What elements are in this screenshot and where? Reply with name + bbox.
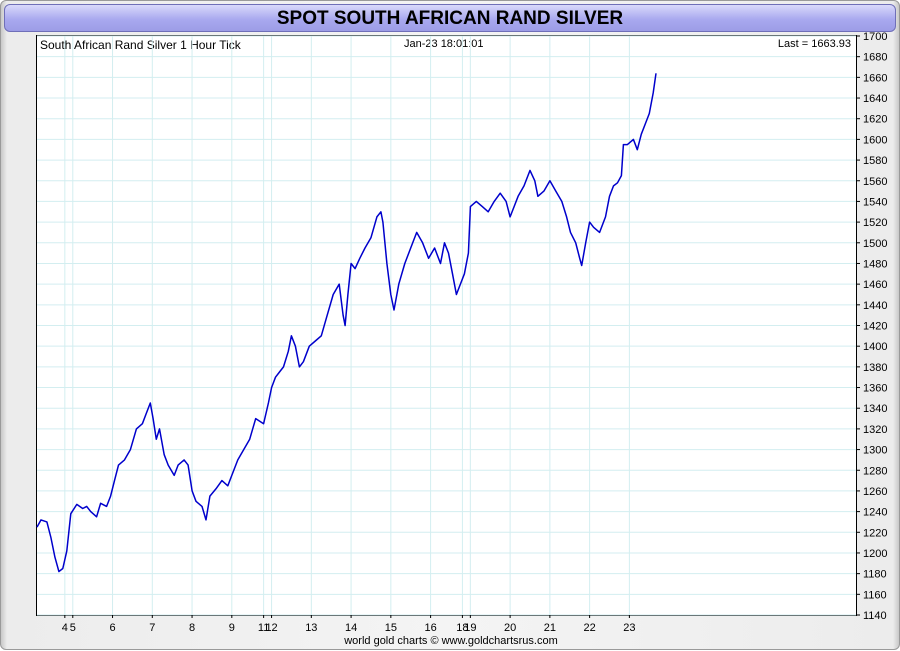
y-tick-label: 1680 <box>863 52 887 64</box>
x-tick-label: 22 <box>584 622 596 634</box>
gridlines <box>37 35 856 616</box>
y-tick-label: 1220 <box>863 527 887 539</box>
y-tick-label: 1240 <box>863 507 887 519</box>
x-tick-label: 21 <box>544 622 556 634</box>
y-tick-label: 1560 <box>863 176 887 188</box>
y-tick-label: 1520 <box>863 217 887 229</box>
y-tick-label: 1460 <box>863 279 887 291</box>
x-tick-label: 9 <box>229 622 235 634</box>
chart-title: SPOT SOUTH AFRICAN RAND SILVER <box>4 4 896 32</box>
footer-credit: world gold charts © www.goldchartsrus.co… <box>344 635 558 647</box>
y-tick-label: 1160 <box>863 589 887 601</box>
x-tick-label: 12 <box>265 622 277 634</box>
last-value-label: Last = 1663.93 <box>777 38 851 50</box>
y-tick-label: 1420 <box>863 321 887 333</box>
x-tick-label: 8 <box>189 622 195 634</box>
y-tick-label: 1200 <box>863 548 887 560</box>
y-tick-label: 1140 <box>863 610 887 622</box>
y-tick-label: 1300 <box>863 445 887 457</box>
y-tick-label: 1320 <box>863 424 887 436</box>
x-tick-label: 13 <box>305 622 317 634</box>
y-tick-label: 1660 <box>863 72 887 84</box>
y-tick-label: 1540 <box>863 196 887 208</box>
y-tick-label: 1700 <box>863 31 887 43</box>
y-axis: 1140 1160 1180 1200 1220 1240 1260 1280 1300 1320… <box>856 31 887 622</box>
y-tick-label: 1280 <box>863 465 887 477</box>
y-tick-label: 1380 <box>863 362 887 374</box>
y-tick-label: 1360 <box>863 383 887 395</box>
price-series-line <box>36 73 657 573</box>
x-tick-label: 20 <box>504 622 516 634</box>
x-tick-label: 14 <box>345 622 357 634</box>
y-tick-label: 1260 <box>863 486 887 498</box>
x-tick-label: 5 <box>70 622 76 634</box>
series-layer <box>36 73 657 573</box>
x-tick-label: 4 <box>62 622 68 634</box>
x-tick-label: 19 <box>464 622 476 634</box>
x-tick-label: 23 <box>623 622 635 634</box>
y-tick-label: 1340 <box>863 403 887 415</box>
x-tick-label: 16 <box>424 622 436 634</box>
series-label: South African Rand Silver 1 Hour Tick <box>40 38 241 52</box>
y-tick-label: 1580 <box>863 155 887 167</box>
y-tick-label: 1620 <box>863 114 887 126</box>
y-tick-label: 1180 <box>863 569 887 581</box>
x-tick-label: 7 <box>149 622 155 634</box>
y-tick-label: 1600 <box>863 134 887 146</box>
x-tick-label: 11 <box>258 622 269 634</box>
timestamp-label: Jan-23 18:01:01 <box>404 38 484 50</box>
y-tick-label: 1400 <box>863 341 887 353</box>
y-tick-label: 1440 <box>863 300 887 312</box>
y-tick-label: 1480 <box>863 258 887 270</box>
x-tick-label: 18 <box>456 622 468 634</box>
x-tick-label: 6 <box>109 622 115 634</box>
x-tick-label: 15 <box>385 622 397 634</box>
y-tick-label: 1640 <box>863 93 887 105</box>
y-tick-label: 1500 <box>863 238 887 250</box>
